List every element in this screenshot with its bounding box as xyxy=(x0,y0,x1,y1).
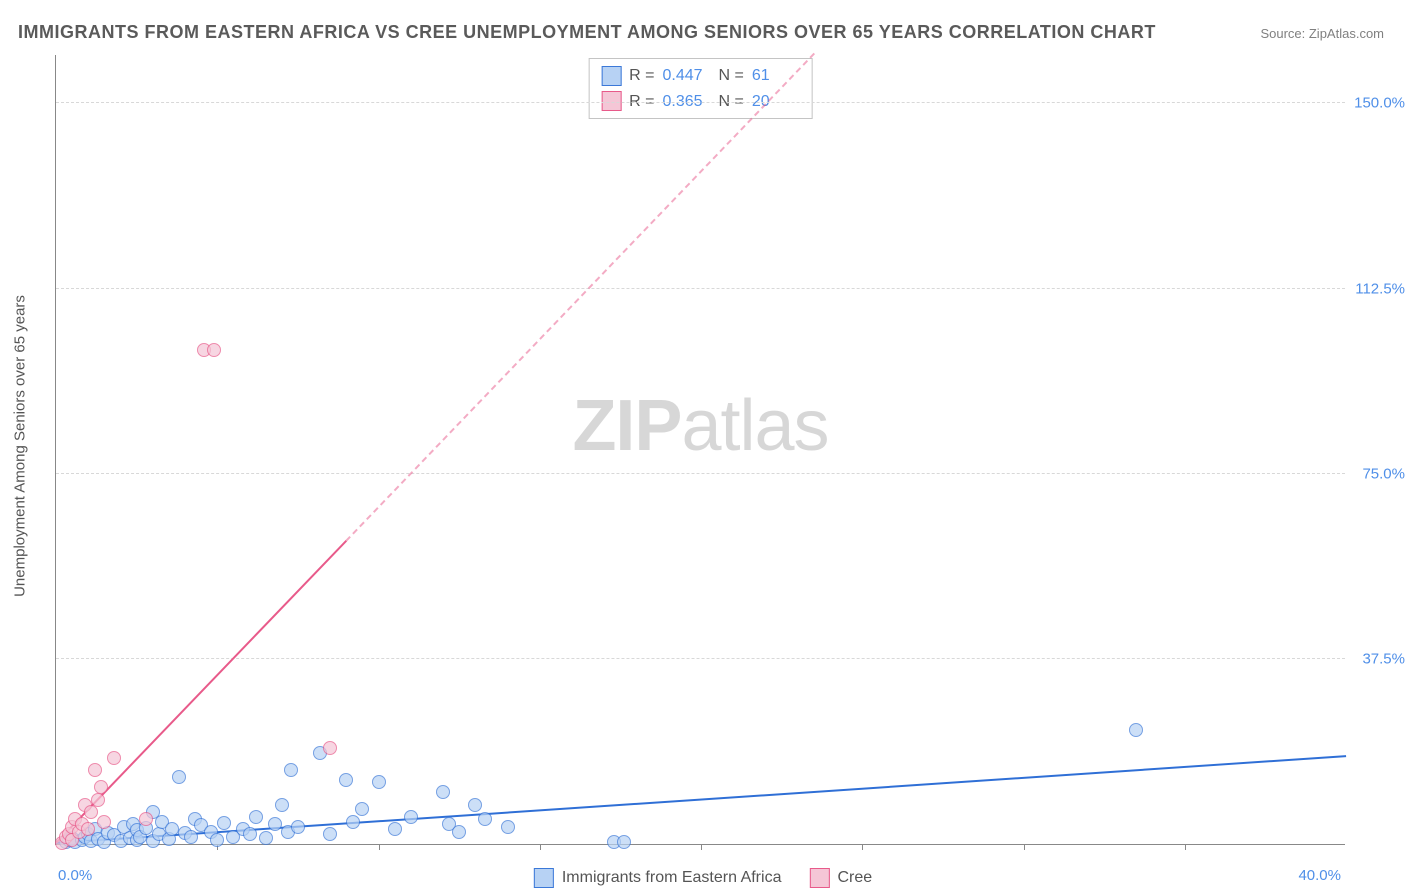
watermark-atlas: atlas xyxy=(681,386,828,466)
data-point xyxy=(452,825,466,839)
r-value: 0.447 xyxy=(663,63,711,89)
gridline xyxy=(56,288,1345,289)
data-point xyxy=(88,763,102,777)
data-point xyxy=(468,798,482,812)
data-point xyxy=(210,833,224,847)
r-label: R = xyxy=(629,63,654,89)
x-tick-mark xyxy=(379,844,380,850)
data-point xyxy=(184,830,198,844)
watermark-text: ZIPatlas xyxy=(572,385,828,467)
legend-series-box: Immigrants from Eastern Africa Cree xyxy=(534,868,872,888)
data-point xyxy=(617,835,631,849)
gridline xyxy=(56,102,1345,103)
data-point xyxy=(436,785,450,799)
data-point xyxy=(372,775,386,789)
y-tick-label: 112.5% xyxy=(1350,280,1405,297)
gridline xyxy=(56,658,1345,659)
data-point xyxy=(323,827,337,841)
data-point xyxy=(217,816,231,830)
legend-swatch xyxy=(809,868,829,888)
gridline xyxy=(56,473,1345,474)
data-point xyxy=(355,802,369,816)
data-point xyxy=(81,822,95,836)
data-point xyxy=(259,831,273,845)
data-point xyxy=(291,820,305,834)
data-point xyxy=(268,817,282,831)
data-point xyxy=(478,812,492,826)
data-point xyxy=(275,798,289,812)
x-axis-max-label: 40.0% xyxy=(1298,867,1341,884)
data-point xyxy=(388,822,402,836)
y-tick-label: 75.0% xyxy=(1350,465,1405,482)
y-tick-label: 150.0% xyxy=(1350,95,1405,112)
x-tick-mark xyxy=(862,844,863,850)
data-point xyxy=(107,751,121,765)
legend-stat-row: R =0.447N =61 xyxy=(601,63,800,89)
legend-series-label: Immigrants from Eastern Africa xyxy=(562,869,782,887)
legend-series-item: Cree xyxy=(809,868,872,888)
x-tick-mark xyxy=(1185,844,1186,850)
data-point xyxy=(404,810,418,824)
data-point xyxy=(84,805,98,819)
x-tick-mark xyxy=(701,844,702,850)
data-point xyxy=(501,820,515,834)
trend-line-dashed xyxy=(346,52,816,541)
data-point xyxy=(284,763,298,777)
x-axis-origin-label: 0.0% xyxy=(58,867,92,884)
data-point xyxy=(97,815,111,829)
data-point xyxy=(249,810,263,824)
legend-series-label: Cree xyxy=(837,869,872,887)
n-label: N = xyxy=(719,63,744,89)
x-tick-mark xyxy=(540,844,541,850)
data-point xyxy=(165,822,179,836)
data-point xyxy=(243,827,257,841)
data-point xyxy=(207,343,221,357)
data-point xyxy=(323,741,337,755)
scatter-plot-area: ZIPatlas R =0.447N =61R =0.365N =20 37.5… xyxy=(55,55,1345,845)
y-tick-label: 37.5% xyxy=(1350,650,1405,667)
data-point xyxy=(346,815,360,829)
legend-swatch xyxy=(534,868,554,888)
data-point xyxy=(94,780,108,794)
x-tick-mark xyxy=(1024,844,1025,850)
watermark-zip: ZIP xyxy=(572,386,681,466)
data-point xyxy=(139,812,153,826)
legend-series-item: Immigrants from Eastern Africa xyxy=(534,868,782,888)
chart-title: IMMIGRANTS FROM EASTERN AFRICA VS CREE U… xyxy=(18,22,1156,43)
data-point xyxy=(91,793,105,807)
data-point xyxy=(172,770,186,784)
data-point xyxy=(339,773,353,787)
data-point xyxy=(1129,723,1143,737)
legend-swatch xyxy=(601,66,621,86)
source-attribution: Source: ZipAtlas.com xyxy=(1260,26,1384,41)
y-axis-label: Unemployment Among Seniors over 65 years xyxy=(12,295,29,597)
